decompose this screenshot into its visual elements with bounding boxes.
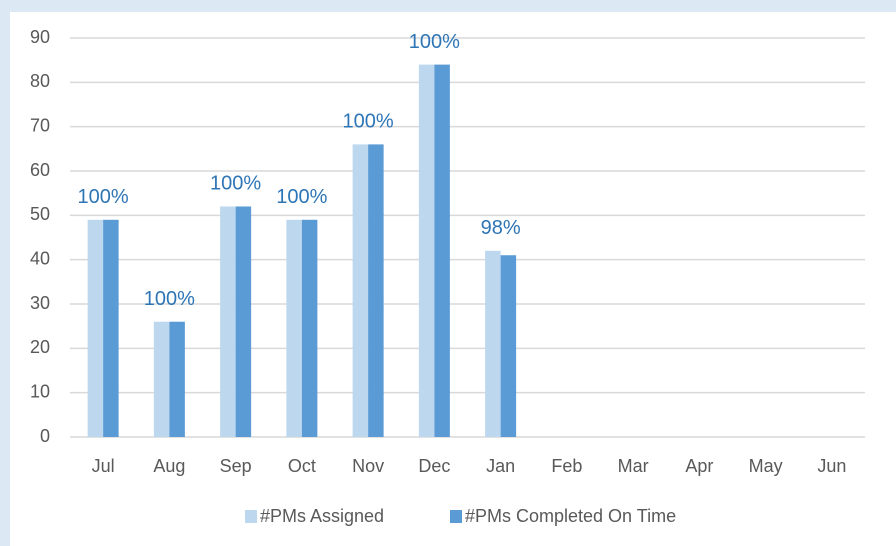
bar-annotation: 100% xyxy=(210,173,261,195)
bar-annotation: 100% xyxy=(78,186,129,208)
bar xyxy=(368,144,384,437)
bar xyxy=(485,250,501,437)
y-tick-label: 70 xyxy=(30,115,50,135)
x-tick-label: Feb xyxy=(551,456,582,476)
x-tick-label: Nov xyxy=(352,456,384,476)
legend-label: #PMs Assigned xyxy=(260,506,384,526)
bar xyxy=(103,219,119,437)
bar xyxy=(418,64,435,437)
legend-label: #PMs Completed On Time xyxy=(465,506,676,526)
x-tick-label: Sep xyxy=(220,456,252,476)
y-tick-label: 20 xyxy=(30,337,50,357)
y-tick-label: 30 xyxy=(30,293,50,313)
bar-annotation: 100% xyxy=(276,186,327,208)
bar xyxy=(352,144,369,437)
x-tick-label: Jul xyxy=(92,456,115,476)
bar xyxy=(220,206,236,437)
y-tick-label: 90 xyxy=(30,27,50,47)
bar xyxy=(434,64,450,437)
x-tick-label: Aug xyxy=(153,456,185,476)
y-tick-label: 10 xyxy=(30,381,50,401)
y-tick-label: 0 xyxy=(40,426,50,446)
bar-annotation: 100% xyxy=(343,111,394,133)
bar-annotation: 100% xyxy=(409,31,460,53)
bar xyxy=(235,206,252,437)
bar-annotation: 98% xyxy=(481,217,521,239)
y-tick-label: 80 xyxy=(30,71,50,91)
x-tick-label: Dec xyxy=(418,456,450,476)
x-tick-label: Apr xyxy=(685,456,713,476)
bar xyxy=(153,321,170,437)
x-tick-label: Oct xyxy=(288,456,316,476)
y-tick-label: 40 xyxy=(30,248,50,268)
x-tick-label: Jan xyxy=(486,456,515,476)
legend-swatch xyxy=(450,510,462,523)
y-tick-label: 50 xyxy=(30,204,50,224)
bar xyxy=(301,219,318,437)
y-tick-label: 60 xyxy=(30,160,50,180)
bar xyxy=(87,219,104,437)
bar xyxy=(500,255,517,437)
bar xyxy=(286,219,302,437)
legend-swatch xyxy=(245,510,257,523)
x-tick-label: Mar xyxy=(618,456,649,476)
chart-background xyxy=(10,12,896,546)
x-tick-label: May xyxy=(749,456,783,476)
bar-annotation: 100% xyxy=(144,288,195,310)
x-tick-label: Jun xyxy=(817,456,846,476)
bar xyxy=(169,321,185,437)
